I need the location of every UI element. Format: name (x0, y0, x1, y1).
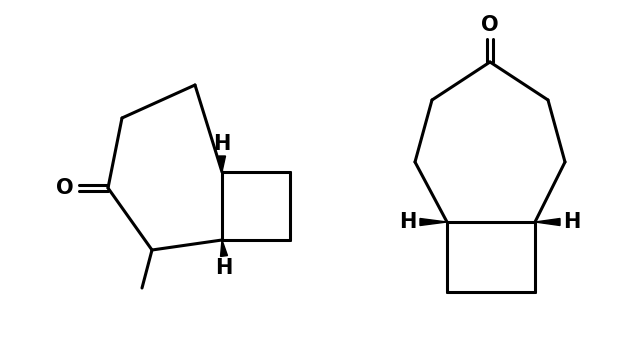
Text: H: H (399, 212, 417, 232)
Circle shape (480, 15, 500, 35)
Circle shape (55, 178, 75, 198)
Text: H: H (215, 258, 233, 278)
Text: O: O (481, 15, 499, 35)
Polygon shape (218, 156, 225, 172)
Text: H: H (563, 212, 580, 232)
Polygon shape (535, 219, 560, 225)
Text: O: O (56, 178, 74, 198)
Text: H: H (213, 134, 230, 154)
Polygon shape (221, 240, 227, 256)
Polygon shape (420, 219, 447, 225)
